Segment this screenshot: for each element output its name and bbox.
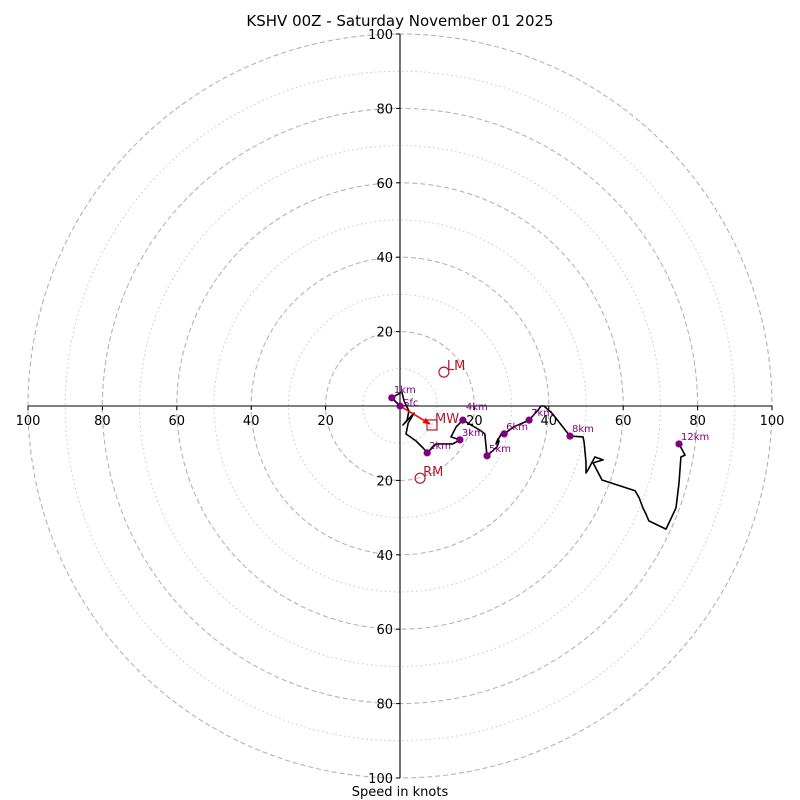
height-marker-8km [566,432,574,440]
y-tick-label: 40 [376,251,393,266]
shear-vector [399,405,431,425]
height-label-3km: 3km [462,428,484,439]
x-tick-label: 60 [169,414,186,429]
y-tick-label: 20 [376,474,393,489]
height-marker-6km [500,430,508,438]
shear-arrow [399,405,431,425]
height-label-1km: 1km [394,385,416,396]
height-label-4km: 4km [466,402,488,413]
x-tick-label: 40 [541,414,558,429]
x-tick-label: 40 [243,414,260,429]
mw-label: MW [435,412,459,427]
height-label-6km: 6km [506,422,528,433]
height-label-12km: 12km [681,432,709,443]
lm-circle-marker [438,366,450,378]
chart-title: KSHV 00Z - Saturday November 01 2025 [246,12,553,30]
storm-motion-markers: LM RM MW [414,359,465,484]
height-marker-3km [456,436,464,444]
height-marker-2km [423,449,431,457]
height-label-7km: 7km [531,408,553,419]
x-tick-label: 20 [317,414,334,429]
y-tick-label: 60 [376,623,393,638]
height-marker-4km [459,416,467,424]
x-tick-label: 60 [615,414,632,429]
height-label-2km: 2km [429,441,451,452]
height-marker-12km [675,440,683,448]
y-tick-label: 80 [376,102,393,117]
x-tick-label: 80 [94,414,111,429]
y-tick-label: 100 [368,28,393,43]
x-axis-label: Speed in knots [352,785,449,800]
rm-circle-marker [414,472,426,484]
height-marker-sfc [396,402,404,410]
y-tick-label: 20 [376,326,393,341]
height-marker-1km [388,394,396,402]
height-label-5km: 5km [489,444,511,455]
height-label-sfc: Sfc [403,398,418,409]
y-tick-label: 60 [376,177,393,192]
x-tick-label: 80 [689,414,706,429]
mw-square-marker [426,419,438,431]
y-tick-label: 100 [368,772,393,787]
rm-label: RM [423,465,443,480]
y-tick-label: 40 [376,549,393,564]
x-tick-label: 100 [16,414,41,429]
x-tick-label: 100 [760,414,785,429]
height-marker-5km [483,452,491,460]
y-tick-label: 80 [376,698,393,713]
height-marker-7km [525,416,533,424]
height-label-8km: 8km [572,424,594,435]
lm-label: LM [447,359,465,374]
